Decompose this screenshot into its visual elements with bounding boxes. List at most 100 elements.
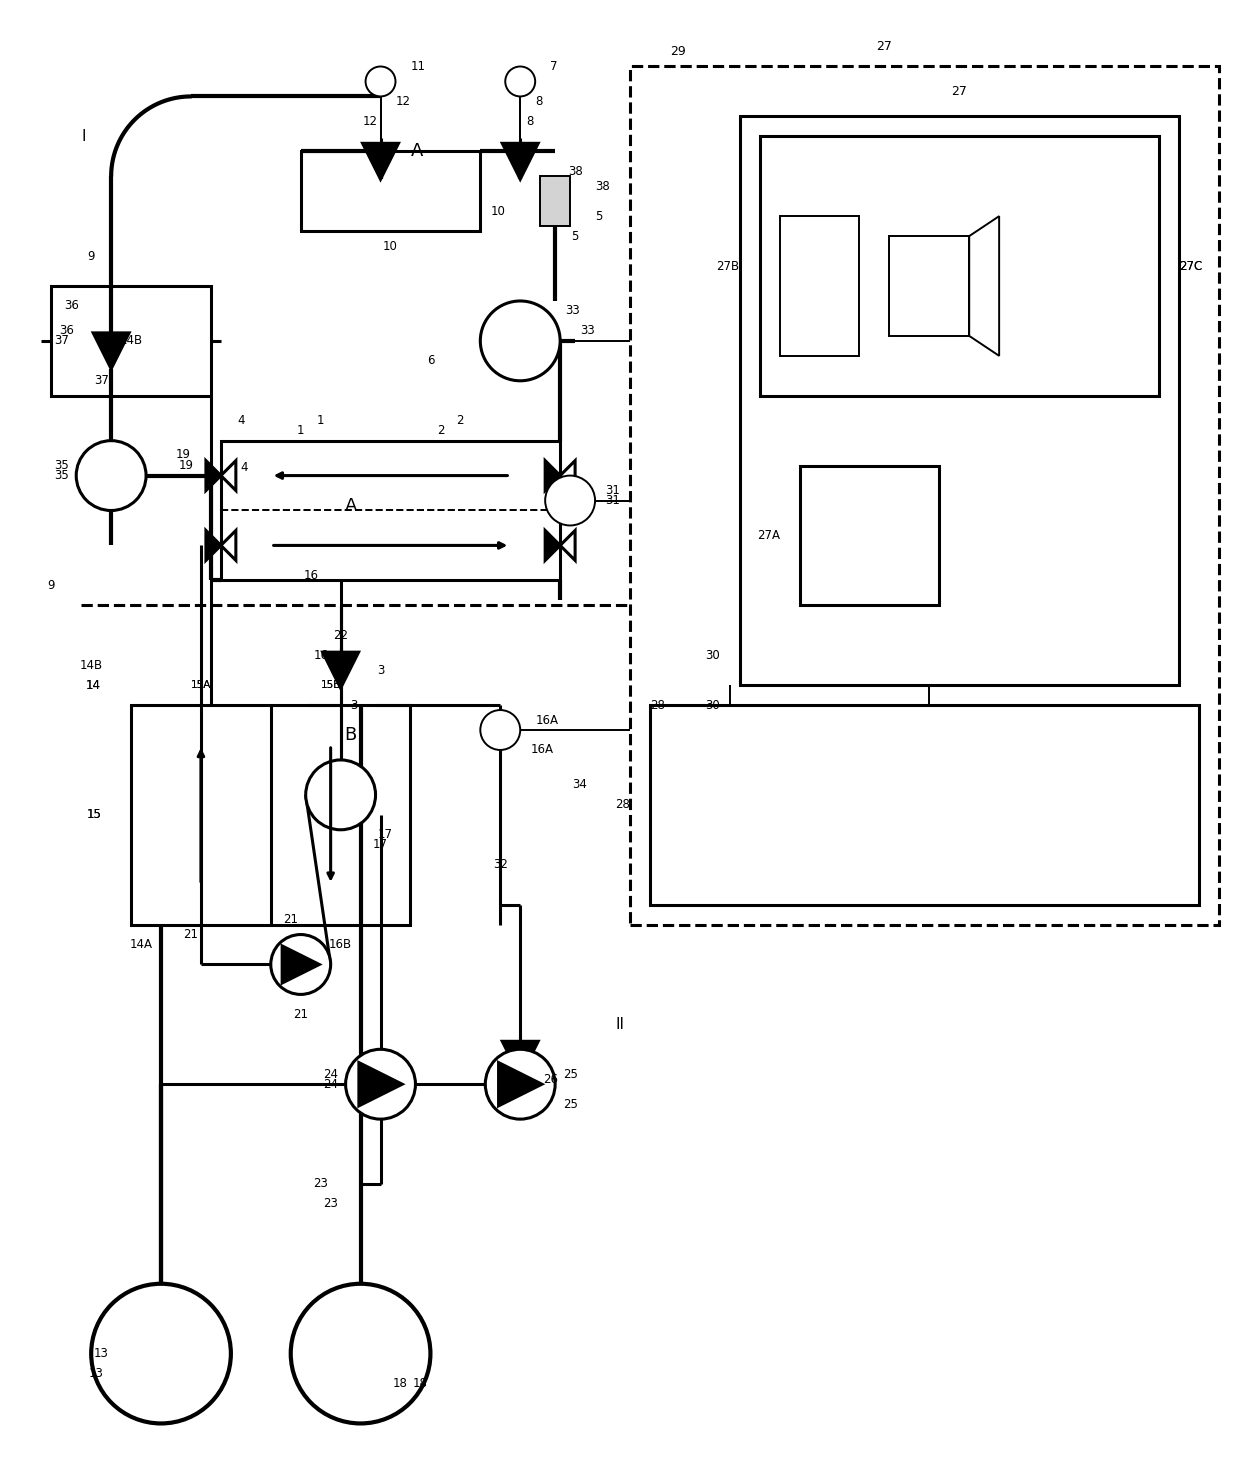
Text: 15B: 15B: [320, 680, 341, 690]
Text: 34: 34: [573, 778, 588, 791]
Text: 14: 14: [86, 678, 102, 691]
Polygon shape: [206, 530, 221, 561]
Text: 27: 27: [877, 40, 893, 53]
Text: 30: 30: [706, 699, 719, 712]
Text: 15: 15: [87, 809, 102, 822]
Text: 8: 8: [536, 95, 543, 108]
Bar: [889, 236, 970, 335]
Text: 2: 2: [456, 415, 464, 428]
Text: 20: 20: [575, 504, 590, 517]
Text: 16: 16: [304, 568, 319, 582]
Text: 15A: 15A: [191, 680, 211, 690]
Polygon shape: [498, 1062, 542, 1106]
Text: 14: 14: [86, 678, 102, 691]
Text: 16A: 16A: [531, 743, 553, 756]
Text: 4: 4: [241, 460, 248, 473]
Text: 23: 23: [324, 1197, 339, 1210]
Text: 27: 27: [951, 85, 967, 98]
Polygon shape: [546, 460, 560, 491]
Polygon shape: [502, 144, 538, 179]
Text: 37: 37: [94, 374, 109, 387]
Text: 12: 12: [363, 114, 378, 127]
Text: 8: 8: [527, 114, 534, 127]
Circle shape: [270, 935, 331, 995]
Polygon shape: [560, 530, 575, 561]
Text: 27C: 27C: [1179, 259, 1202, 272]
Text: 29: 29: [670, 45, 686, 59]
Bar: [650, 705, 1199, 904]
Polygon shape: [221, 530, 236, 561]
Text: 36: 36: [63, 299, 78, 312]
Polygon shape: [93, 333, 129, 369]
Circle shape: [346, 1049, 415, 1119]
Text: 3: 3: [377, 664, 384, 677]
Bar: [541, 176, 570, 226]
Circle shape: [505, 66, 536, 97]
Text: I: I: [81, 129, 86, 144]
Text: 16B: 16B: [329, 938, 352, 951]
Text: 11: 11: [410, 60, 425, 73]
Text: 9: 9: [47, 579, 55, 592]
Polygon shape: [546, 530, 560, 561]
Bar: [131, 705, 410, 924]
Text: 21: 21: [283, 913, 299, 926]
Bar: [760, 136, 1159, 396]
Polygon shape: [362, 144, 398, 179]
Text: 16: 16: [314, 649, 329, 662]
Bar: [51, 286, 211, 396]
Text: 18: 18: [413, 1377, 428, 1390]
Bar: [630, 66, 1219, 924]
Text: 25: 25: [563, 1068, 578, 1081]
Bar: [800, 466, 939, 605]
Circle shape: [76, 441, 146, 510]
Circle shape: [366, 66, 396, 97]
Text: 13: 13: [94, 1348, 109, 1360]
Text: 15: 15: [87, 809, 102, 822]
Text: II: II: [615, 1017, 625, 1031]
Bar: [740, 116, 1179, 686]
Text: 15B: 15B: [320, 680, 341, 690]
Text: 21: 21: [184, 927, 198, 941]
Text: 13: 13: [89, 1367, 104, 1380]
Text: 18: 18: [393, 1377, 408, 1390]
Text: 24: 24: [324, 1068, 339, 1081]
Text: 7: 7: [551, 60, 558, 73]
Text: 21: 21: [293, 1008, 309, 1021]
Text: 14B: 14B: [79, 659, 103, 671]
Text: 19: 19: [176, 448, 191, 461]
Text: 26: 26: [543, 1072, 558, 1086]
Circle shape: [480, 711, 521, 750]
Text: 27C: 27C: [1179, 259, 1202, 272]
Text: 24: 24: [324, 1078, 339, 1091]
Text: 17: 17: [373, 838, 388, 851]
Circle shape: [546, 476, 595, 526]
Text: 2: 2: [436, 425, 444, 437]
Text: 35: 35: [53, 459, 68, 472]
Text: 10: 10: [383, 240, 398, 252]
Polygon shape: [221, 460, 236, 491]
Text: 4: 4: [237, 415, 244, 428]
Text: 33: 33: [565, 305, 580, 318]
Text: 19: 19: [179, 459, 193, 472]
Text: 1: 1: [317, 415, 325, 428]
Text: 25: 25: [563, 1097, 578, 1110]
Text: 26: 26: [533, 1078, 548, 1091]
Text: 10: 10: [490, 205, 505, 218]
Text: 27A: 27A: [756, 529, 780, 542]
Circle shape: [306, 760, 376, 829]
Circle shape: [92, 1283, 231, 1424]
Circle shape: [290, 1283, 430, 1424]
Text: 23: 23: [314, 1178, 329, 1191]
Text: 9: 9: [88, 249, 95, 262]
Text: 38: 38: [568, 164, 583, 177]
Text: 33: 33: [580, 324, 595, 337]
Polygon shape: [502, 1042, 538, 1077]
Bar: [301, 151, 480, 231]
Polygon shape: [322, 652, 358, 689]
Text: 14B: 14B: [119, 334, 143, 347]
Text: 5: 5: [595, 209, 603, 223]
Text: 35: 35: [53, 469, 68, 482]
Text: 37: 37: [53, 334, 68, 347]
Text: 27B: 27B: [717, 259, 740, 272]
Text: 1: 1: [296, 425, 305, 437]
